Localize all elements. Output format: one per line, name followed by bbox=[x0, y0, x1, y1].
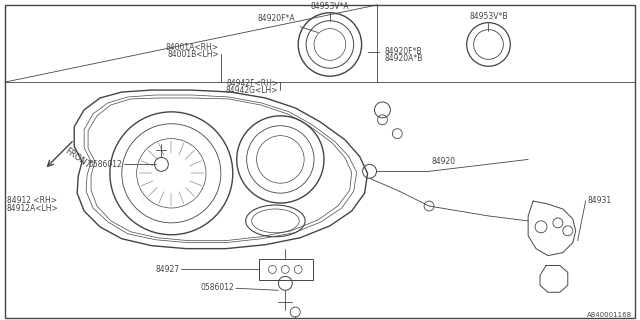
Bar bbox=[259, 259, 313, 280]
Text: 84920F*A: 84920F*A bbox=[257, 14, 295, 23]
Text: 84920: 84920 bbox=[431, 157, 455, 166]
Text: A840001168: A840001168 bbox=[587, 312, 632, 318]
Text: 84953V*B: 84953V*B bbox=[469, 12, 508, 21]
Text: 0586012: 0586012 bbox=[200, 283, 234, 292]
Text: 84953V*A: 84953V*A bbox=[310, 2, 349, 11]
Text: 84001A<RH>: 84001A<RH> bbox=[166, 44, 219, 52]
Text: 84931: 84931 bbox=[588, 196, 612, 205]
Text: 84942F<RH>: 84942F<RH> bbox=[227, 79, 278, 88]
Text: 84912 <RH>: 84912 <RH> bbox=[7, 196, 57, 205]
Text: 84942G<LH>: 84942G<LH> bbox=[226, 86, 278, 95]
Text: 84912A<LH>: 84912A<LH> bbox=[7, 204, 58, 213]
Text: 0586012: 0586012 bbox=[88, 160, 122, 169]
Text: 84001B<LH>: 84001B<LH> bbox=[167, 50, 219, 59]
Text: 84927: 84927 bbox=[155, 265, 179, 274]
Text: 84920A*B: 84920A*B bbox=[385, 54, 423, 63]
Text: FRONT: FRONT bbox=[63, 147, 92, 171]
Text: 84920F*B: 84920F*B bbox=[385, 47, 422, 56]
